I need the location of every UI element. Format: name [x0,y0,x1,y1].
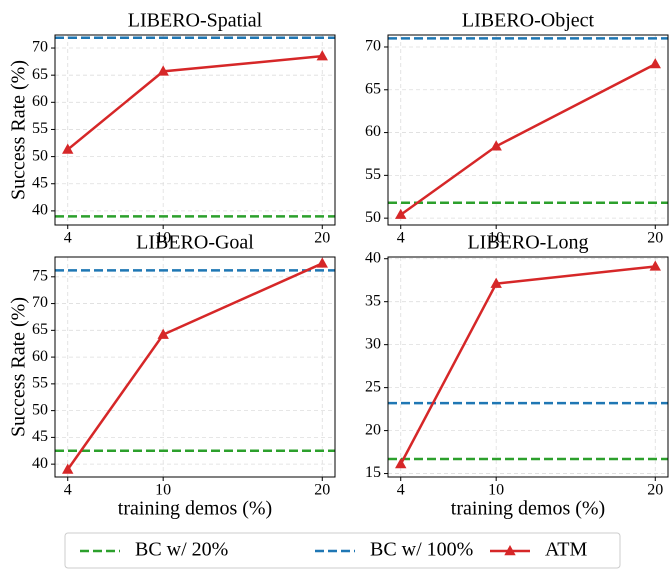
y-tick-label: 50 [365,209,381,226]
y-tick-label: 65 [32,66,48,83]
marker [649,260,661,271]
y-tick-label: 30 [365,335,381,352]
chart-title: LIBERO-Goal [136,232,254,254]
x-tick-label: 20 [647,482,663,499]
axes-frame [387,34,669,226]
x-tick-label: 10 [488,482,504,499]
y-tick-label: 60 [32,93,48,110]
axes-frame [387,256,669,478]
x-tick-label: 4 [64,482,72,499]
y-tick-label: 70 [32,39,48,56]
marker [649,58,661,69]
marker [490,140,502,151]
y-tick-label: 60 [32,348,48,365]
x-tick-label: 4 [397,482,405,499]
x-axis-label: training demos (%) [451,498,605,520]
legend-marker [504,545,516,556]
axes-frame [54,34,336,226]
marker [157,328,169,339]
marker [157,65,169,76]
y-tick-label: 60 [365,123,381,140]
y-tick-label: 50 [32,147,48,164]
legend-label: BC w/ 20% [135,539,228,561]
data-line [66,54,323,151]
y-tick-label: 70 [32,294,48,311]
chart-title: LIBERO-Long [467,232,588,254]
x-tick-label: 10 [155,230,171,247]
y-tick-label: 25 [365,378,381,395]
y-tick-label: 65 [32,321,48,338]
y-tick-label: 55 [365,166,381,183]
y-tick-label: 50 [32,401,48,418]
marker [316,257,328,268]
y-tick-label: 40 [32,455,48,472]
marker [62,463,74,474]
legend-label: BC w/ 100% [370,539,473,561]
x-tick-label: 10 [155,482,171,499]
marker [62,143,74,154]
y-tick-label: 35 [365,292,381,309]
x-tick-label: 20 [647,230,663,247]
data-line [66,262,323,471]
y-tick-label: 15 [365,464,381,481]
x-tick-label: 10 [488,230,504,247]
y-tick-label: 70 [365,38,381,55]
y-tick-label: 55 [32,375,48,392]
data-line [399,265,656,465]
y-tick-label: 65 [365,80,381,97]
y-axis-label: Success Rate (%) [8,297,30,437]
marker [395,208,407,219]
x-tick-label: 4 [397,230,405,247]
y-axis-label: Success Rate (%) [8,60,30,200]
x-axis-label: training demos (%) [118,498,272,520]
y-tick-label: 45 [32,428,48,445]
y-tick-label: 20 [365,421,381,438]
chart-title: LIBERO-Object [462,10,595,32]
y-tick-label: 45 [32,174,48,191]
data-line [399,62,656,216]
y-tick-label: 40 [32,202,48,219]
y-tick-label: 55 [32,120,48,137]
x-tick-label: 4 [64,230,72,247]
legend-label: ATM [545,539,587,561]
y-tick-label: 40 [365,249,381,266]
x-tick-label: 20 [314,482,330,499]
marker [316,50,328,61]
y-tick-label: 75 [32,267,48,284]
chart-title: LIBERO-Spatial [128,10,263,32]
marker [490,277,502,288]
marker [395,458,407,469]
axes-frame [54,256,336,478]
x-tick-label: 20 [314,230,330,247]
